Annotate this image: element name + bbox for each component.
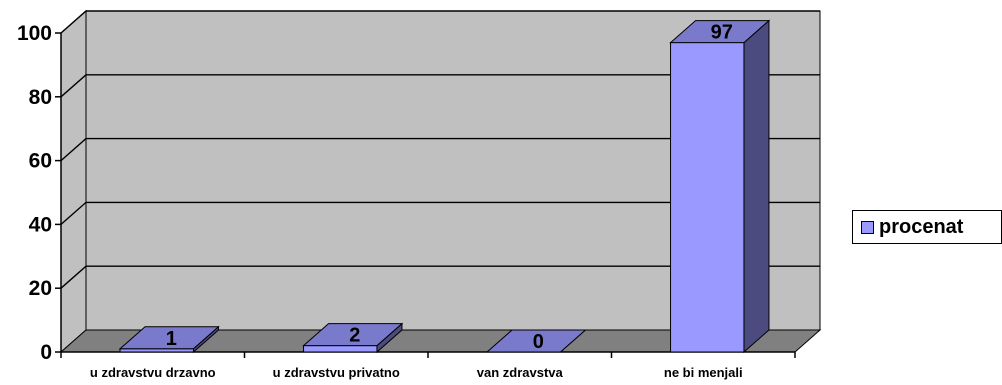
x-tick-label: van zdravstva [477, 365, 564, 380]
bar [302, 322, 404, 354]
side-wall [60, 9, 87, 354]
data-label: 1 [166, 328, 177, 350]
x-tick-label: ne bi menjali [664, 365, 743, 380]
gridline [60, 10, 820, 34]
y-tick-label: 60 [29, 150, 52, 173]
gridline [60, 137, 820, 162]
y-tick-label: 40 [29, 213, 52, 236]
bar [669, 19, 771, 354]
y-tick-label: 100 [17, 22, 52, 45]
bar-top-face [118, 326, 220, 350]
gridline [60, 74, 820, 98]
x-tick-label: u zdravstvu privatno [273, 365, 400, 380]
bar-front-face [303, 345, 378, 353]
x-tick-label: u zdravstvu drzavno [90, 365, 216, 380]
bar [118, 325, 220, 354]
bar-top-face [669, 20, 771, 44]
gridline [60, 265, 820, 289]
legend-label-procenat: procenat [879, 215, 964, 238]
y-tick-label: 20 [29, 277, 52, 300]
bar [485, 329, 587, 353]
bar-top-face [302, 323, 404, 347]
legend-swatch-procenat [861, 220, 874, 234]
legend: procenat [852, 210, 1002, 244]
y-tick-label: 0 [40, 341, 52, 364]
bar-top-face [485, 329, 587, 353]
data-label: 97 [711, 22, 733, 44]
y-tick-label: 80 [29, 86, 52, 109]
gridline [60, 201, 820, 225]
data-label: 0 [533, 331, 544, 353]
bar-front-face [670, 42, 745, 353]
data-label: 2 [349, 325, 360, 347]
bar-side-face [743, 19, 770, 354]
